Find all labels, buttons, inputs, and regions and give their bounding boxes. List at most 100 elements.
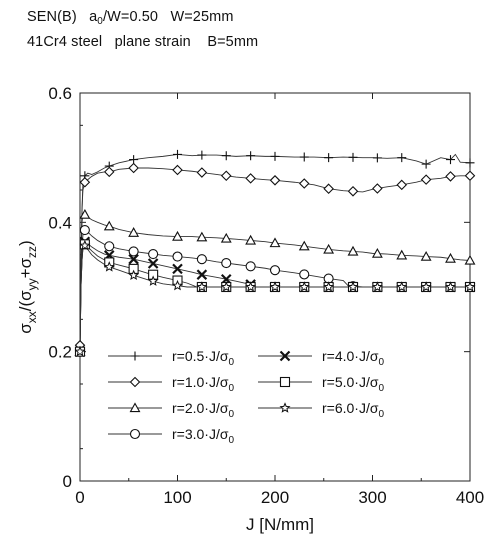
data-point [196,254,207,265]
data-point [371,281,383,292]
data-point [103,166,115,178]
data-point [79,239,91,251]
legend-marker [279,402,291,413]
data-point [347,186,359,197]
data-point [323,183,334,194]
data-point [420,281,432,292]
data-point [420,250,432,261]
series-line-5 [79,241,470,352]
data-point [372,183,383,194]
data-point [128,162,139,174]
y-axis-label: σxx/(σyy+σzz) [16,240,39,333]
x-tick-label: 200 [261,488,289,507]
data-point [148,248,159,260]
data-point [103,261,115,272]
chart-header-line-1: SEN(B) a0/W=0.50 W=25mm [27,9,234,27]
data-point [371,247,383,258]
series-line-7 [79,244,470,352]
data-point [298,281,310,292]
legend-label: r=6.0·J/σ0 [322,400,385,420]
data-point [221,151,231,161]
data-point [396,249,408,260]
data-point [196,269,208,280]
data-point [445,171,456,182]
data-point [79,225,90,236]
series-line-2 [79,167,470,346]
data-point [79,208,91,219]
data-point [74,345,86,357]
data-point [347,281,359,292]
data-point [464,170,476,182]
data-point [128,269,140,281]
data-point [221,258,232,269]
data-point [196,281,208,292]
data-point [444,281,457,292]
legend-label: r=2.0·J/σ0 [172,400,235,420]
legend-marker [129,428,141,440]
data-point [173,149,182,159]
data-point [220,170,232,182]
x-tick-label: 100 [163,488,191,507]
data-point [245,173,256,184]
data-point [147,258,159,269]
data-point [299,152,309,162]
data-point [245,261,256,272]
y-tick-label: 0.6 [48,84,72,103]
tick-labels: 0 0.2 0.4 0.6 0 100 200 300 400 [48,84,484,507]
data-point [465,158,475,168]
data-point [196,231,208,242]
data-point [299,269,310,280]
y-tick-label: 0 [63,472,72,491]
data-point [79,176,91,188]
y-tick-label: 0.4 [48,213,72,232]
data-point [464,254,476,265]
data-point [172,251,183,262]
data-point [324,153,334,163]
data-point [172,164,183,176]
data-point [147,275,159,286]
series-markers [74,149,476,357]
data-point [397,153,407,163]
legend-marker [279,376,291,388]
data-point [464,281,476,292]
data-point [197,150,207,160]
data-point [445,252,456,263]
data-point [129,155,139,165]
chart-legend: r=0.5·J/σ0 r=1.0·J/σ0 r=2.0·J/σ0 r=3.0·J/σ0… [108,348,385,446]
data-point [298,240,310,251]
header-subscript: 0 [97,16,103,27]
data-point [269,265,281,276]
x-tick-label: 0 [75,488,84,507]
data-point [396,281,408,292]
data-point [196,167,208,178]
legend-marker [129,402,141,413]
data-point [220,232,232,243]
legend-marker [130,351,140,361]
legend-marker [129,376,141,388]
data-point [171,279,184,291]
data-point [270,151,280,161]
x-tick-label: 400 [456,488,484,507]
data-point [323,243,335,254]
data-point [128,253,139,265]
data-point [348,152,358,162]
data-point [421,159,431,169]
data-point [246,151,256,161]
x-tick-label: 300 [358,488,386,507]
x-axis-label: J [N/mm] [246,515,314,534]
data-point [446,155,455,165]
chart-header-line-2: 41Cr4 steel plane strain B=5mm [27,34,259,50]
data-point [104,241,115,252]
header-text-b: /W=0.50 W=25mm [102,9,234,25]
data-point [298,178,310,189]
data-point [347,245,359,256]
data-point [220,281,232,292]
data-point [128,227,140,237]
data-point [372,153,382,163]
data-point [172,230,183,241]
data-point [396,179,408,191]
data-point [103,220,115,231]
data-point [269,175,281,186]
data-point [323,281,335,292]
